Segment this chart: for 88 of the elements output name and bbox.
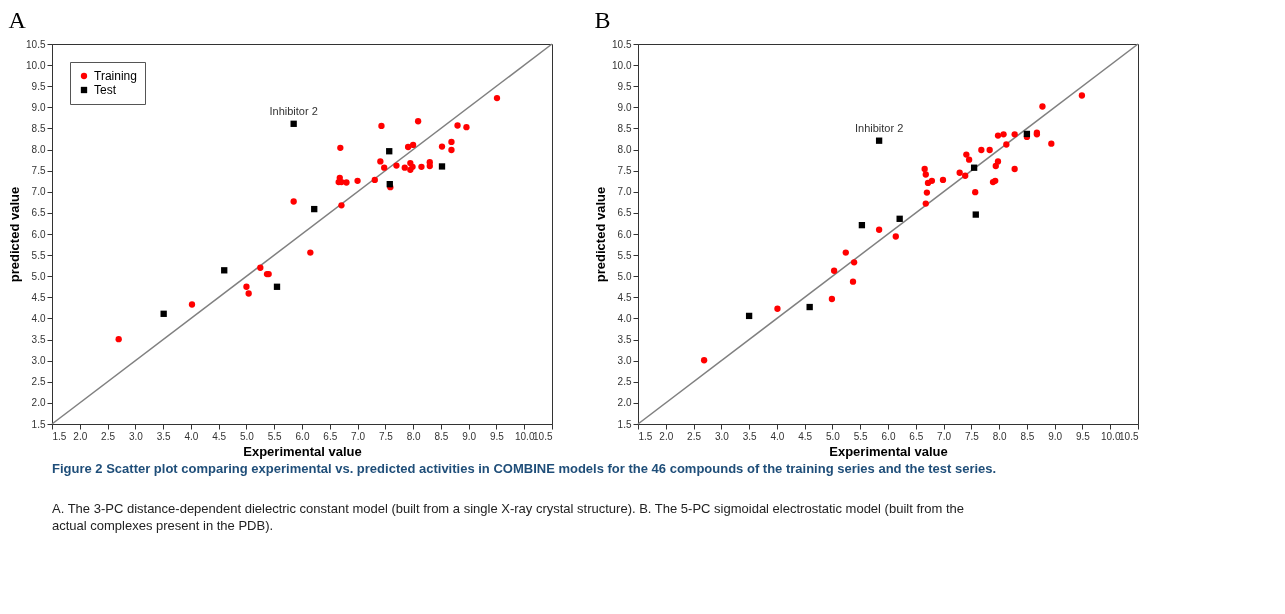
x-axis-title: Experimental value bbox=[829, 443, 948, 459]
caption: Figure 2 Scatter plot comparing experimental vs. predicted activities in COMBINE models for the 46 compounds of the training series and the test series. bbox=[52, 461, 997, 476]
x-tick-label: 10.0 bbox=[1100, 430, 1121, 442]
chart-title: B bbox=[594, 7, 611, 33]
annotation: Inhibitor 2 bbox=[854, 121, 904, 134]
y-tick-label: 3.0 bbox=[617, 355, 632, 367]
y-tick-label: 10.0 bbox=[26, 59, 46, 71]
x-tick-label: 5.0 bbox=[825, 430, 841, 442]
y-tick-label: 5.0 bbox=[31, 270, 46, 282]
y-tick-label: 4.5 bbox=[617, 291, 632, 303]
y-tick-label: 6.0 bbox=[31, 228, 46, 240]
x-tick-label: 10.0 bbox=[514, 430, 535, 442]
y-tick-label: 8.0 bbox=[31, 144, 46, 156]
x-tick-label: 2.0 bbox=[659, 430, 674, 442]
legend-label: Test bbox=[94, 83, 117, 97]
chart-title: A bbox=[8, 7, 27, 33]
x-tick-label: 1.5 bbox=[52, 430, 67, 442]
y-tick-label: 8.5 bbox=[31, 122, 46, 134]
x-tick-label: 2.5 bbox=[687, 430, 702, 442]
text: A. The 3-PC distance-dependent dielectric constant model (built from a single X-ray crystal structure). B. The 5-PC sigmoidal electrostatic model (built from the actual complexes present in the PDB). bbox=[52, 501, 965, 533]
y-tick-label: 5.5 bbox=[31, 249, 46, 261]
x-tick-label: 7.0 bbox=[937, 430, 952, 442]
x-tick-label: 10.5 bbox=[1119, 430, 1139, 442]
y-tick-label: 2.5 bbox=[31, 376, 46, 388]
y-tick-label: 5.5 bbox=[617, 249, 632, 261]
y-tick-label: 9.0 bbox=[617, 101, 632, 113]
x-tick-label: 5.5 bbox=[267, 430, 283, 442]
y-tick-label: 9.5 bbox=[31, 80, 46, 92]
y-axis-title: predicted value bbox=[7, 186, 23, 283]
y-tick-label: 7.5 bbox=[617, 165, 632, 177]
x-tick-label: 8.5 bbox=[434, 430, 449, 442]
x-tick-label: 3.0 bbox=[714, 430, 730, 442]
y-tick-label: 10.5 bbox=[26, 38, 46, 50]
x-tick-label: 5.0 bbox=[239, 430, 255, 442]
y-tick-label: 8.0 bbox=[617, 144, 632, 156]
y-tick-label: 2.0 bbox=[31, 397, 46, 409]
y-tick-label: 7.0 bbox=[617, 186, 632, 198]
x-tick-label: 9.0 bbox=[1048, 430, 1063, 442]
y-tick-label: 1.5 bbox=[31, 418, 46, 430]
y-tick-label: 4.0 bbox=[31, 312, 46, 324]
x-tick-label: 9.5 bbox=[1075, 430, 1091, 442]
y-tick-label: 6.5 bbox=[31, 207, 46, 219]
x-tick-label: 3.0 bbox=[128, 430, 144, 442]
y-tick-label: 5.0 bbox=[617, 270, 632, 282]
x-tick-label: 6.5 bbox=[323, 430, 338, 442]
y-tick-label: 9.5 bbox=[617, 80, 632, 92]
x-tick-label: 8.0 bbox=[406, 430, 421, 442]
y-tick-label: 4.0 bbox=[617, 312, 632, 324]
x-tick-label: 7.5 bbox=[964, 430, 980, 442]
x-tick-label: 3.5 bbox=[156, 430, 171, 442]
x-tick-label: 7.5 bbox=[378, 430, 394, 442]
y-tick-label: 4.5 bbox=[31, 291, 46, 303]
x-tick-label: 9.0 bbox=[462, 430, 477, 442]
y-tick-label: 6.5 bbox=[617, 207, 632, 219]
x-tick-label: 4.5 bbox=[212, 430, 227, 442]
x-tick-label: 6.5 bbox=[909, 430, 924, 442]
y-tick-label: 3.5 bbox=[617, 334, 632, 346]
y-tick-label: 7.0 bbox=[31, 186, 46, 198]
y-tick-label: 3.0 bbox=[31, 355, 46, 367]
x-axis-title: Experimental value bbox=[243, 443, 362, 459]
x-tick-label: 3.5 bbox=[742, 430, 757, 442]
x-tick-label: 4.5 bbox=[798, 430, 813, 442]
y-tick-label: 2.5 bbox=[617, 376, 632, 388]
x-tick-label: 8.5 bbox=[1020, 430, 1035, 442]
y-tick-label: 2.0 bbox=[617, 397, 632, 409]
x-tick-label: 2.5 bbox=[101, 430, 116, 442]
x-tick-label: 7.0 bbox=[351, 430, 366, 442]
y-tick-label: 1.5 bbox=[617, 418, 632, 430]
x-tick-label: 6.0 bbox=[295, 430, 310, 442]
x-tick-label: 4.0 bbox=[770, 430, 785, 442]
x-tick-label: 1.5 bbox=[638, 430, 653, 442]
x-tick-label: 5.5 bbox=[853, 430, 869, 442]
x-tick-label: 6.0 bbox=[881, 430, 896, 442]
annotation: Inhibitor 2 bbox=[269, 104, 318, 117]
y-tick-label: 8.5 bbox=[617, 122, 632, 134]
y-tick-label: 7.5 bbox=[31, 165, 46, 177]
y-tick-label: 10.0 bbox=[612, 59, 632, 71]
x-tick-label: 2.0 bbox=[73, 430, 88, 442]
y-tick-label: 6.0 bbox=[617, 228, 632, 240]
x-tick-label: 4.0 bbox=[184, 430, 199, 442]
y-axis-title: predicted value bbox=[593, 186, 609, 283]
legend-label: Training bbox=[94, 69, 137, 83]
x-tick-label: 9.5 bbox=[489, 430, 505, 442]
x-tick-label: 8.0 bbox=[992, 430, 1007, 442]
y-tick-label: 10.5 bbox=[612, 38, 632, 50]
y-tick-label: 9.0 bbox=[31, 101, 46, 113]
x-tick-label: 10.5 bbox=[533, 430, 553, 442]
y-tick-label: 3.5 bbox=[31, 334, 46, 346]
